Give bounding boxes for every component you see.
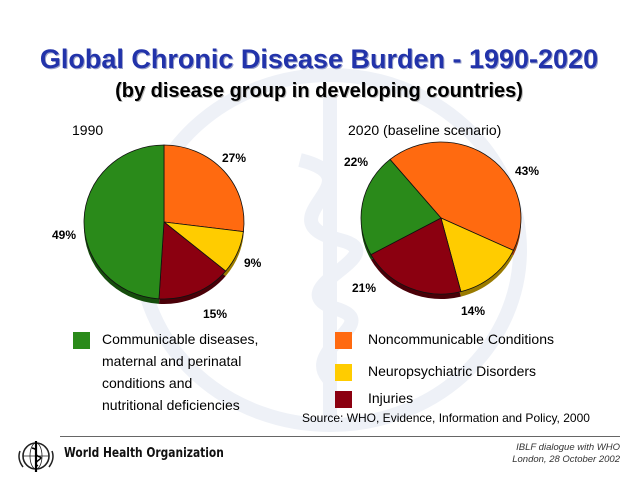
pie-2020-slice-neuropsychiatric — [440, 217, 514, 293]
footer-divider — [60, 436, 620, 437]
pie-label-1990-noncommunicable: 27% — [222, 151, 247, 165]
legend-label-neuropsychiatric: Neuropsychiatric Disorders — [368, 363, 537, 379]
pie-label-2020-injuries: 21% — [352, 281, 377, 295]
event-info: IBLF dialogue with WHO London, 28 Octobe… — [512, 442, 620, 466]
slide-title: Global Chronic Disease Burden - 1990-202… — [39, 44, 599, 74]
legend-line: Communicable diseases, — [102, 331, 259, 347]
legend-swatch-injuries — [335, 391, 352, 408]
legend-swatch-noncommunicable — [335, 332, 352, 349]
pie-label-1990-neuropsychiatric: 9% — [244, 256, 262, 270]
legend-line: nutritional deficiencies — [102, 397, 240, 413]
pie-label-2020-noncommunicable: 43% — [515, 164, 540, 178]
legend-label-communicable: Communicable diseases, maternal and peri… — [102, 328, 258, 416]
pie-label-2020-neuropsychiatric: 14% — [461, 304, 486, 318]
event-line: IBLF dialogue with WHO — [516, 442, 620, 453]
who-emblem-icon — [18, 441, 54, 472]
pie-2020-slice-noncommunicable — [389, 141, 522, 251]
legend-label-noncommunicable: Noncommunicable Conditions — [368, 331, 554, 347]
legend-swatch-neuropsychiatric — [335, 364, 352, 381]
source-note: Source: WHO, Evidence, Information and P… — [302, 411, 590, 425]
legend-swatch-communicable — [73, 332, 90, 349]
event-line: London, 28 October 2002 — [512, 454, 620, 465]
pie-1990-slice-injuries — [158, 221, 227, 300]
legend-line: conditions and — [102, 375, 193, 391]
pie-1990-slice-noncommunicable — [163, 144, 245, 233]
pie-label-2020-communicable: 22% — [344, 155, 369, 169]
pie-label-1990-injuries: 15% — [203, 307, 228, 321]
chart-title-2020: 2020 (baseline scenario) — [348, 122, 502, 138]
slide-subtitle: (by disease group in developing countrie… — [115, 80, 523, 102]
pie-label-1990-communicable: 49% — [52, 228, 77, 242]
chart-title-1990: 1990 — [72, 122, 104, 138]
legend-label-injuries: Injuries — [368, 390, 414, 406]
pie-2020-slice-communicable — [360, 158, 442, 256]
legend-line: maternal and perinatal — [102, 353, 242, 369]
pie-2020-slice-injuries — [370, 217, 462, 295]
organization-name: World Health Organization — [64, 446, 224, 461]
pie-1990-slice-communicable — [83, 144, 165, 300]
